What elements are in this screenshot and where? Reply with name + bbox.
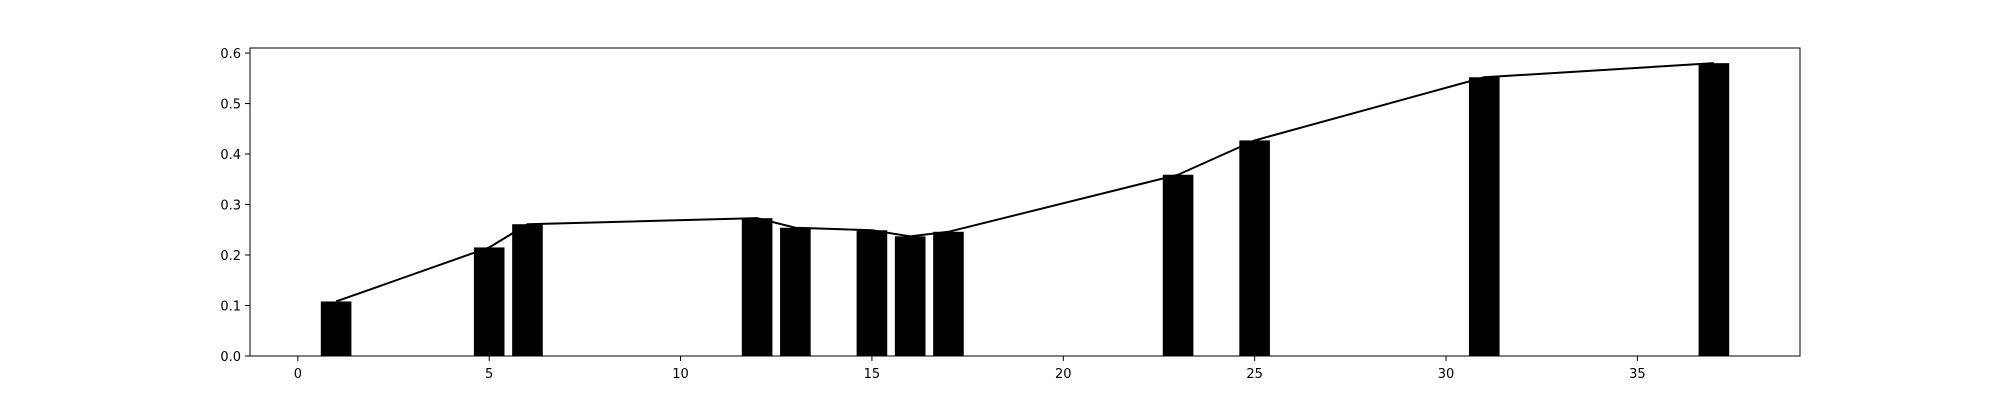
- x-tick-label-2: 10: [672, 367, 689, 382]
- bar-8: [1162, 174, 1194, 356]
- x-tick-label-0: 0: [294, 367, 302, 382]
- bar-7: [933, 231, 964, 356]
- bars-layer: [320, 63, 1730, 356]
- y-tick-label-3: 0.3: [220, 199, 241, 214]
- bar-3: [741, 218, 773, 356]
- x-tick-label-6: 30: [1438, 367, 1455, 382]
- plot-frame: [249, 47, 1801, 357]
- axes-layer: 0 5 10 15 20 25 30 35 0.0 0.1 0.2 0.3 0.4 0.5 0.6: [220, 47, 1801, 382]
- bar-10: [1468, 77, 1500, 356]
- y-tick-label-0: 0.0: [220, 350, 241, 365]
- x-tick-label-4: 20: [1055, 367, 1072, 382]
- y-tick-label-6: 0.6: [220, 47, 241, 62]
- bar-0: [320, 301, 352, 356]
- x-tick-label-5: 25: [1246, 367, 1263, 382]
- x-tick-label-7: 35: [1629, 367, 1646, 382]
- bar-5: [856, 230, 888, 356]
- x-tick-label-3: 15: [864, 367, 881, 382]
- y-tick-label-1: 0.1: [220, 300, 241, 315]
- y-tick-label-4: 0.4: [220, 148, 241, 163]
- bar-1: [473, 247, 505, 356]
- bar-9: [1239, 140, 1270, 356]
- y-tick-label-5: 0.5: [220, 98, 241, 113]
- series-line: [335, 62, 1714, 303]
- bar-2: [512, 224, 543, 356]
- bar-6: [894, 236, 926, 356]
- line-layer: [335, 62, 1714, 303]
- bar-4: [780, 227, 811, 356]
- x-tick-label-1: 5: [485, 367, 493, 382]
- bar-11: [1698, 63, 1730, 356]
- y-tick-label-2: 0.2: [220, 249, 241, 264]
